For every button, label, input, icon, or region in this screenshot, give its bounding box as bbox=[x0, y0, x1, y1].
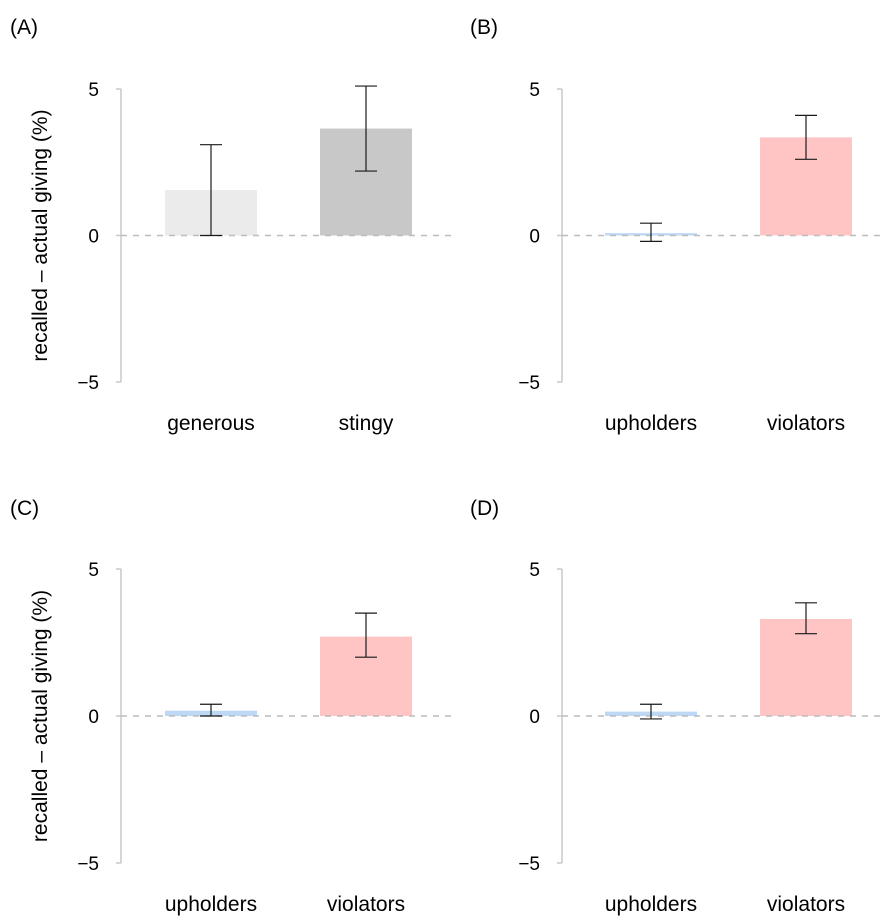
category-label-0: upholders bbox=[605, 412, 697, 435]
y-tick-label: 5 bbox=[88, 80, 99, 101]
y-tick-label: −5 bbox=[518, 373, 540, 394]
panel-label: (C) bbox=[10, 497, 39, 520]
panel-d: (D) 5 0 −5 upholders violators bbox=[470, 497, 886, 916]
category-label-1: violators bbox=[767, 412, 845, 435]
category-label-0: generous bbox=[167, 412, 255, 435]
y-axis-label: recalled – actual giving (%) bbox=[29, 590, 52, 842]
y-tick-label: −5 bbox=[518, 854, 540, 875]
y-tick-label: 0 bbox=[529, 707, 540, 728]
y-tick-label: 0 bbox=[88, 227, 99, 248]
panel-label: (A) bbox=[10, 16, 38, 39]
y-tick-label: 0 bbox=[88, 707, 99, 728]
panel-label: (B) bbox=[470, 16, 498, 39]
panel-label: (D) bbox=[470, 497, 499, 520]
category-label-0: upholders bbox=[165, 893, 257, 916]
y-tick-label: 5 bbox=[88, 560, 99, 581]
y-tick-label: 5 bbox=[529, 560, 540, 581]
y-tick-label: 0 bbox=[529, 227, 540, 248]
category-label-1: violators bbox=[327, 893, 405, 916]
panel-a: (A) recalled – actual giving (%) 5 0 −5 gener… bbox=[10, 16, 457, 435]
category-label-1: stingy bbox=[339, 412, 394, 435]
bar-1 bbox=[760, 618, 852, 716]
y-axis-label: recalled – actual giving (%) bbox=[29, 109, 52, 361]
y-tick-label: 5 bbox=[529, 80, 540, 101]
category-label-0: upholders bbox=[605, 893, 697, 916]
category-label-1: violators bbox=[767, 893, 845, 916]
y-tick-label: −5 bbox=[77, 373, 99, 394]
y-tick-label: −5 bbox=[77, 854, 99, 875]
panel-c: (C) recalled – actual giving (%) 5 0 −5 uphol… bbox=[10, 497, 457, 916]
panel-b: (B) 5 0 −5 upholders violators bbox=[470, 16, 886, 435]
